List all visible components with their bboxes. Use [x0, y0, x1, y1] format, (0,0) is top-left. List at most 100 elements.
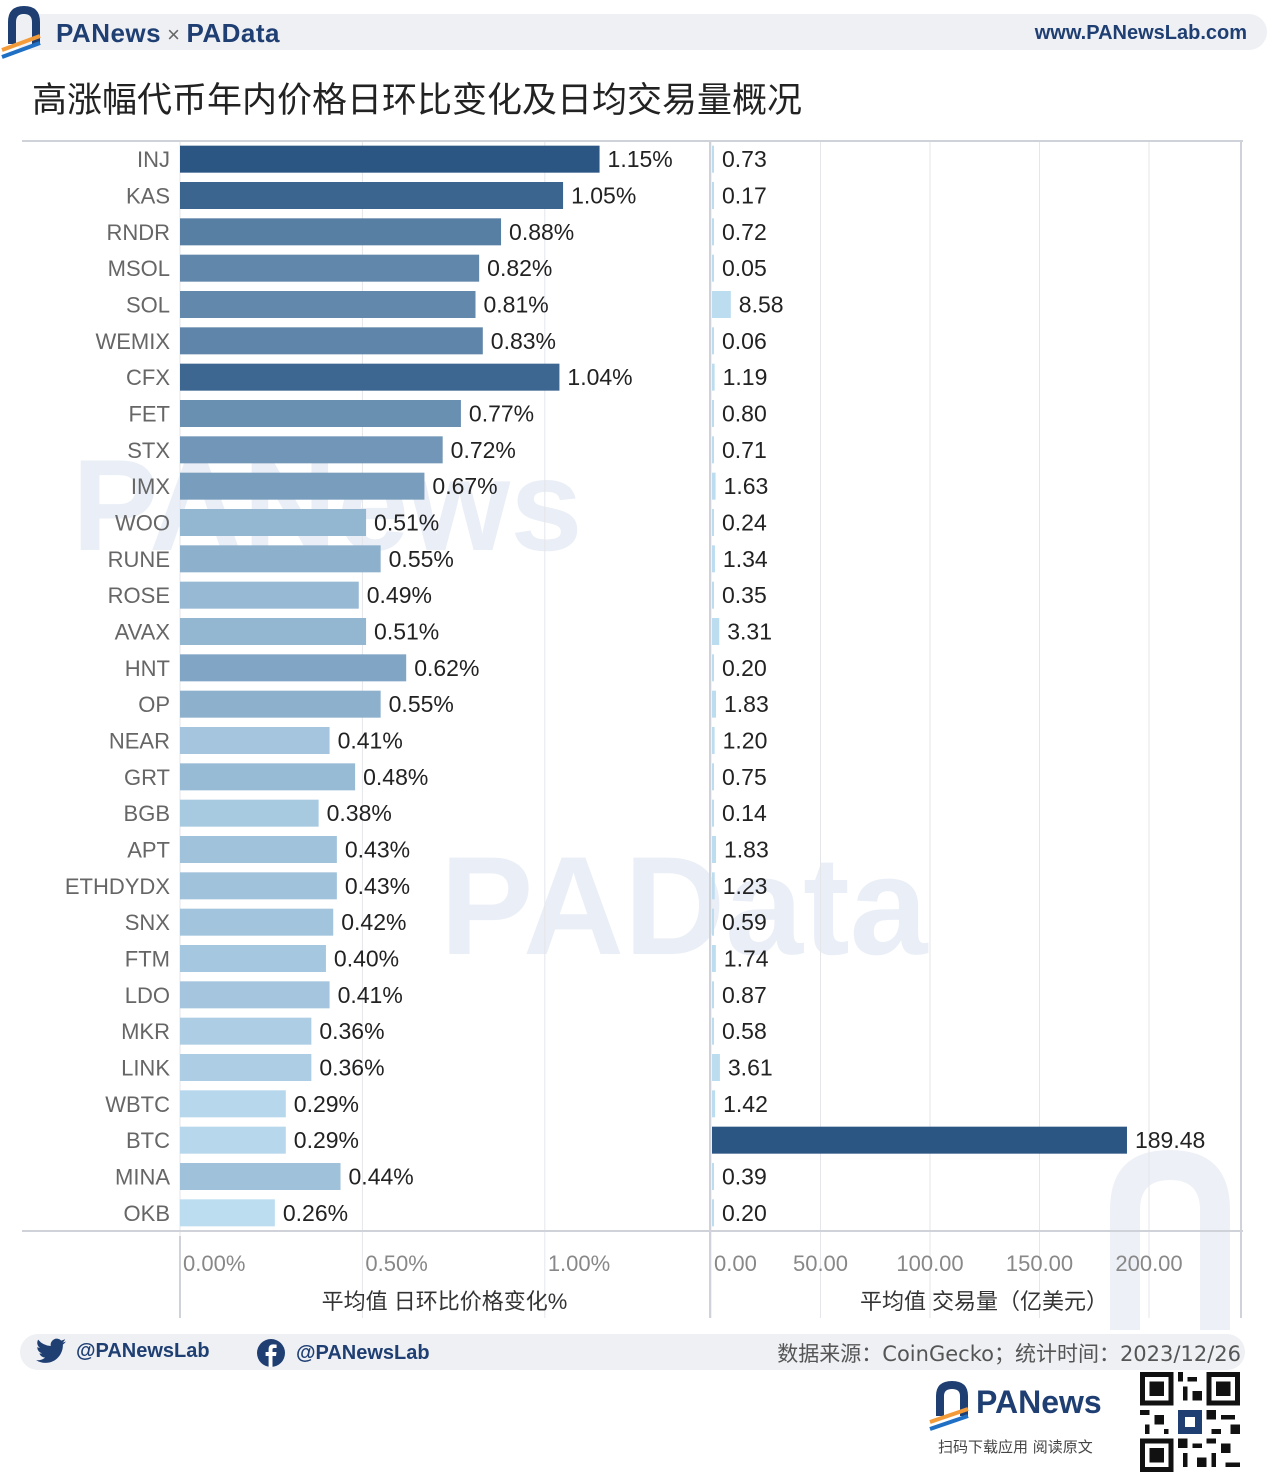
price-change-bar [180, 1126, 286, 1154]
facebook-icon [257, 1339, 285, 1367]
volume-bar [712, 799, 714, 827]
price-change-label: 0.42% [341, 909, 406, 935]
volume-label: 1.83 [724, 837, 769, 863]
header-bar [10, 14, 1267, 50]
twitter-handle: @PANewsLab [76, 1339, 210, 1362]
volume-label: 8.58 [739, 292, 784, 318]
price-change-label: 0.51% [374, 510, 439, 536]
category-label: ETHDYDX [65, 874, 170, 899]
app-tagline: 扫码下载应用 阅读原文 [938, 1438, 1093, 1456]
price-change-label: 0.41% [338, 728, 403, 754]
right-tick-label: 150.00 [1006, 1251, 1073, 1276]
volume-bar [712, 727, 715, 754]
category-label: APT [127, 838, 170, 863]
volume-bar [712, 182, 714, 209]
price-change-bar [180, 945, 326, 972]
right-tick-label: 50.00 [793, 1251, 848, 1276]
category-label: LINK [121, 1056, 170, 1081]
chart: INJ KAS RNDR MSOL SOL WEMIX CFX FET STX IMX WOO RUN… [22, 140, 1243, 1318]
price-change-label: 0.48% [363, 764, 428, 790]
price-change-label: 0.62% [414, 655, 479, 681]
price-change-bar [180, 472, 425, 500]
category-label: SNX [125, 910, 171, 935]
volume-bar [712, 363, 715, 391]
right-tick-label: 0.00 [714, 1251, 757, 1276]
category-label: BGB [124, 801, 170, 826]
price-change-bar [180, 327, 483, 355]
category-label: WEMIX [95, 329, 170, 354]
volume-label: 0.35 [722, 582, 767, 608]
category-label: IMX [131, 474, 170, 499]
volume-bar [712, 763, 714, 791]
price-change-bar [180, 836, 337, 863]
price-change-label: 1.05% [571, 183, 636, 209]
price-change-label: 0.55% [389, 546, 454, 572]
price-change-bar [180, 872, 337, 900]
volume-label: 0.87 [722, 982, 767, 1008]
volume-bar [712, 254, 714, 282]
category-label: INJ [137, 147, 170, 172]
price-change-bar [180, 254, 480, 282]
category-label: GRT [124, 765, 170, 790]
price-change-label: 0.26% [283, 1200, 348, 1226]
facebook-link[interactable]: @PANewsLab [256, 1338, 430, 1368]
site-link[interactable]: www.PANewsLab.com [1034, 22, 1247, 44]
price-change-bar [180, 981, 330, 1009]
volume-label: 0.72 [722, 219, 767, 245]
category-label: HNT [125, 656, 170, 681]
price-change-label: 0.36% [319, 1018, 384, 1044]
volume-bar [712, 908, 714, 936]
category-label: STX [127, 438, 170, 463]
twitter-link[interactable]: @PANewsLab [36, 1338, 210, 1364]
right-tick-label: 100.00 [896, 1251, 963, 1276]
price-change-label: 0.43% [345, 873, 410, 899]
brand-title: PANews × PAData [56, 18, 281, 48]
volume-label: 0.06 [722, 328, 767, 354]
category-label: FTM [125, 947, 170, 972]
panews-app-logo-icon [929, 1381, 969, 1431]
price-change-label: 1.04% [567, 364, 632, 390]
price-change-label: 1.15% [608, 146, 673, 172]
price-change-bar [180, 1163, 341, 1190]
volume-bar [712, 145, 714, 173]
volume-label: 189.48 [1135, 1127, 1205, 1153]
price-change-bar [180, 1199, 275, 1227]
volume-label: 1.20 [723, 728, 768, 754]
price-change-label: 0.51% [374, 619, 439, 645]
category-label: WOO [115, 511, 170, 536]
qr-code-icon[interactable] [1140, 1372, 1240, 1472]
app-brand: PANews [976, 1384, 1102, 1420]
volume-label: 0.14 [722, 800, 767, 826]
facebook-handle: @PANewsLab [296, 1341, 430, 1364]
volume-label: 1.23 [723, 873, 768, 899]
panews-logo-icon [1, 6, 41, 59]
volume-bar [712, 981, 714, 1009]
right-tick-label: 200.00 [1115, 1251, 1182, 1276]
category-label: MKR [121, 1019, 170, 1044]
price-change-bar [180, 618, 367, 645]
price-change-label: 0.38% [327, 800, 392, 826]
category-label: CFX [126, 365, 170, 390]
volume-label: 0.24 [722, 510, 767, 536]
volume-bar [712, 654, 714, 682]
volume-label: 0.71 [722, 437, 767, 463]
price-change-bar [180, 545, 381, 573]
volume-label: 0.73 [722, 146, 767, 172]
price-change-label: 0.29% [294, 1091, 359, 1117]
volume-bar [712, 618, 720, 645]
price-change-label: 0.83% [491, 328, 556, 354]
price-change-label: 0.44% [349, 1164, 414, 1190]
volume-label: 0.58 [722, 1018, 767, 1044]
price-change-bar [180, 1054, 312, 1081]
volume-label: 3.61 [728, 1055, 773, 1081]
category-label: RUNE [108, 547, 170, 572]
volume-label: 3.31 [727, 619, 772, 645]
price-change-bar [180, 581, 359, 609]
volume-bar [712, 581, 714, 609]
right-axis-title: 平均值 交易量（亿美元） [860, 1289, 1108, 1314]
category-label: MINA [115, 1165, 170, 1190]
volume-bar [712, 1054, 720, 1081]
price-change-bar [180, 182, 564, 209]
volume-bar [712, 509, 714, 536]
price-change-bar [180, 727, 330, 754]
